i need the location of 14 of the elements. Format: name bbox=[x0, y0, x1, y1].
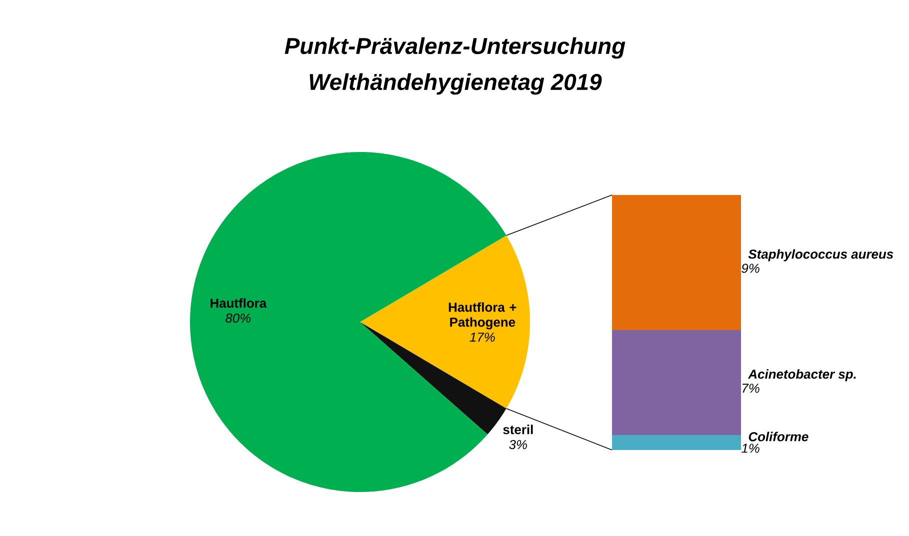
chart-subtitle: Welthändehygienetag 2019 bbox=[310, 73, 602, 95]
series-label: Acinetobacter sp. bbox=[748, 369, 856, 382]
series-label: Staphylococcus aureus bbox=[748, 249, 894, 262]
slice-label: steril bbox=[503, 424, 533, 434]
slice-label: Hautflora + Pathogene bbox=[448, 302, 516, 330]
data-label: 3% bbox=[509, 440, 527, 450]
data-label: 17% bbox=[470, 332, 495, 342]
chart-title: Punkt-Prävalenz-Untersuchung bbox=[284, 37, 626, 59]
slice-label: Hautflora bbox=[210, 298, 267, 308]
data-label: 1% bbox=[742, 444, 760, 453]
data-label: 7% bbox=[742, 384, 760, 393]
data-label: 9% bbox=[742, 264, 760, 273]
data-label: 80% bbox=[226, 314, 251, 323]
series-label: Coliforme bbox=[748, 432, 808, 442]
